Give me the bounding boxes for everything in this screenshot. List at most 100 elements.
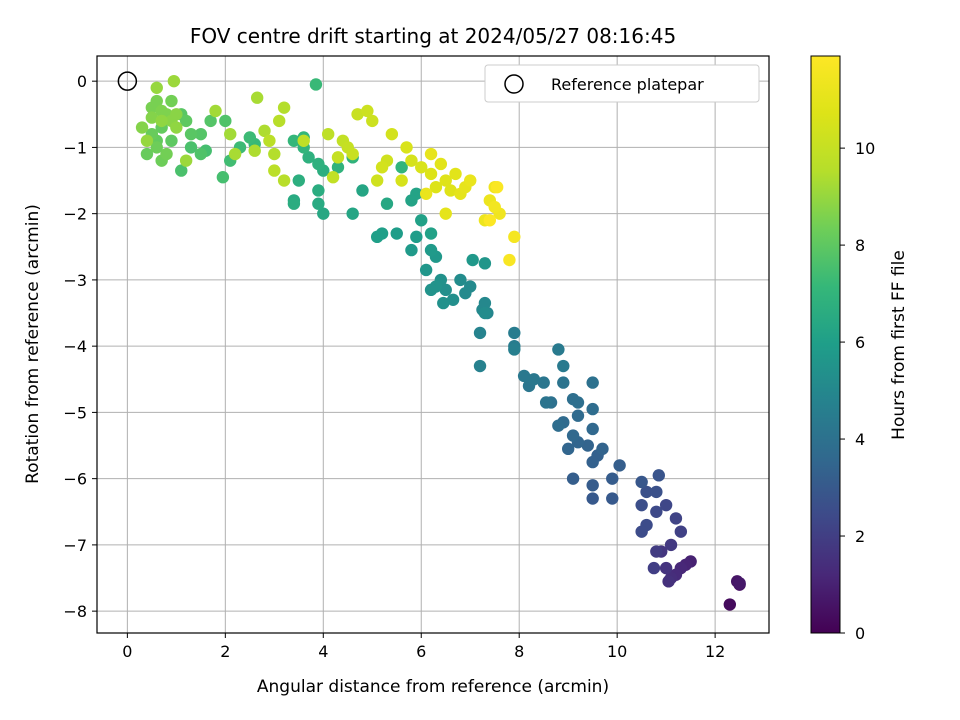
x-tick-label: 2 — [220, 642, 230, 661]
reference-point — [117, 71, 138, 91]
data-point — [331, 161, 345, 174]
data-point — [165, 134, 178, 147]
colorbar-tick-label: 2 — [855, 527, 865, 546]
y-tick-label: −4 — [63, 337, 87, 356]
data-point — [248, 144, 261, 157]
data-point — [419, 263, 433, 277]
data-point — [674, 525, 688, 538]
data-point — [488, 200, 501, 214]
data-point — [552, 419, 565, 432]
data-point — [508, 230, 521, 244]
data-point — [321, 127, 335, 141]
data-point — [184, 127, 198, 141]
data-point — [277, 101, 291, 114]
data-point — [640, 485, 653, 499]
data-point — [179, 154, 193, 167]
chart-title: FOV centre drift starting at 2024/05/27 … — [190, 24, 676, 48]
data-point — [405, 154, 418, 167]
data-point — [346, 207, 359, 220]
data-point — [150, 81, 163, 94]
y-tick-label: −1 — [63, 138, 87, 157]
data-point — [613, 459, 626, 472]
data-point — [650, 485, 663, 499]
data-point — [454, 273, 467, 287]
data-point — [346, 147, 359, 161]
data-point — [561, 442, 575, 456]
data-point — [273, 114, 286, 128]
colorbar-tick-label: 6 — [855, 333, 865, 352]
data-point — [405, 194, 418, 207]
x-tick-label: 4 — [318, 642, 328, 661]
data-point — [395, 174, 408, 187]
data-point — [250, 91, 264, 104]
data-point — [415, 214, 428, 227]
colorbar: 0 2 4 6 8 10 Hours from first FF file — [810, 55, 909, 643]
data-point — [400, 141, 413, 154]
data-point — [439, 174, 452, 187]
data-point — [566, 429, 580, 442]
x-tick-label: 6 — [416, 642, 426, 661]
data-point — [424, 243, 438, 257]
plot-frame — [96, 55, 770, 634]
data-point — [263, 134, 276, 147]
data-point — [317, 207, 330, 220]
data-point — [652, 469, 665, 482]
data-point — [581, 439, 594, 452]
data-point — [209, 104, 222, 118]
data-point — [326, 171, 340, 184]
data-point — [635, 475, 648, 489]
data-point — [309, 78, 323, 91]
data-point — [473, 326, 487, 340]
data-point — [466, 253, 479, 267]
x-axis-label: Angular distance from reference (arcmin) — [257, 677, 609, 697]
data-point — [586, 455, 599, 469]
data-point — [635, 498, 648, 512]
data-point — [243, 131, 257, 144]
y-tick-label: −5 — [63, 403, 87, 422]
data-point — [478, 257, 492, 270]
x-tick-label: 8 — [514, 642, 524, 661]
data-point — [508, 326, 521, 340]
data-point — [424, 283, 438, 297]
data-point — [490, 180, 504, 194]
colorbar-gradient — [810, 55, 841, 634]
data-point — [312, 184, 325, 197]
x-tick-label: 12 — [705, 642, 725, 661]
data-point — [375, 161, 389, 174]
data-point — [302, 151, 315, 164]
data-point — [405, 243, 418, 257]
data-point — [571, 409, 585, 422]
data-point — [557, 376, 570, 389]
y-tick-label: −8 — [63, 602, 87, 621]
data-point — [517, 369, 531, 383]
data-point — [552, 343, 565, 356]
data-point — [434, 157, 448, 171]
data-point — [170, 108, 183, 121]
data-point — [380, 197, 394, 210]
data-point — [586, 376, 599, 389]
data-point — [586, 422, 599, 436]
data-point — [444, 184, 457, 197]
data-point — [571, 396, 585, 409]
y-tick-label: −6 — [63, 470, 87, 489]
data-point — [419, 187, 433, 200]
data-point — [669, 512, 683, 525]
data-point — [155, 114, 168, 128]
data-point — [361, 104, 374, 118]
data-point — [415, 161, 428, 174]
data-point — [145, 111, 159, 124]
data-point — [650, 505, 663, 518]
data-point — [390, 227, 403, 240]
data-point — [723, 598, 737, 611]
x-tick-label: 0 — [122, 642, 132, 661]
data-point — [566, 472, 580, 485]
data-point — [297, 134, 310, 147]
data-point — [424, 227, 438, 240]
data-point — [268, 147, 281, 161]
data-point — [228, 147, 242, 161]
data-point — [539, 396, 553, 409]
data-point — [557, 359, 570, 373]
data-point — [733, 577, 746, 590]
data-point — [160, 147, 173, 161]
data-point — [586, 492, 599, 505]
